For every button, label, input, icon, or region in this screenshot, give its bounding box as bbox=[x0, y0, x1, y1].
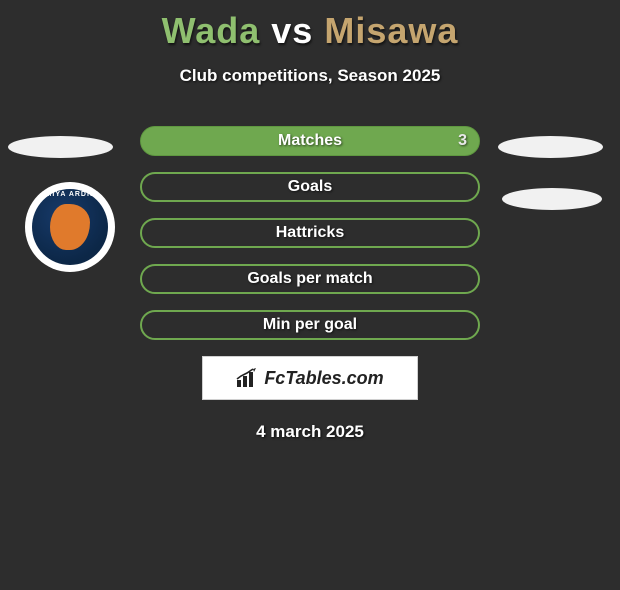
brand-box[interactable]: FcTables.com bbox=[202, 356, 418, 400]
stat-row-goals: Goals bbox=[140, 172, 480, 202]
subtitle: Club competitions, Season 2025 bbox=[0, 66, 620, 86]
stat-right-value: 3 bbox=[458, 132, 467, 150]
placeholder-ellipse bbox=[502, 188, 602, 210]
vs-label: vs bbox=[271, 10, 313, 51]
placeholder-ellipse bbox=[498, 136, 603, 158]
stat-row-hattricks: Hattricks bbox=[140, 218, 480, 248]
stats-table: Matches 3 Goals Hattricks Goals per matc… bbox=[140, 126, 480, 340]
team-logo-inner: OMIYA ARDIJA bbox=[32, 189, 108, 265]
bar-chart-icon bbox=[236, 368, 258, 388]
brand-text: FcTables.com bbox=[264, 368, 383, 389]
team-logo: OMIYA ARDIJA bbox=[25, 182, 115, 272]
stat-label: Goals per match bbox=[247, 270, 372, 288]
stat-label: Goals bbox=[288, 178, 332, 196]
team-logo-mark bbox=[50, 204, 90, 250]
player2-name: Misawa bbox=[324, 10, 458, 51]
page-title: Wada vs Misawa bbox=[0, 10, 620, 52]
stat-label: Min per goal bbox=[263, 316, 357, 334]
stat-label: Hattricks bbox=[276, 224, 344, 242]
stat-row-min-per-goal: Min per goal bbox=[140, 310, 480, 340]
date-label: 4 march 2025 bbox=[0, 422, 620, 442]
team-logo-text: OMIYA ARDIJA bbox=[32, 191, 108, 198]
stat-label: Matches bbox=[278, 132, 342, 150]
placeholder-ellipse bbox=[8, 136, 113, 158]
player1-name: Wada bbox=[162, 10, 261, 51]
stat-row-goals-per-match: Goals per match bbox=[140, 264, 480, 294]
stat-row-matches: Matches 3 bbox=[140, 126, 480, 156]
